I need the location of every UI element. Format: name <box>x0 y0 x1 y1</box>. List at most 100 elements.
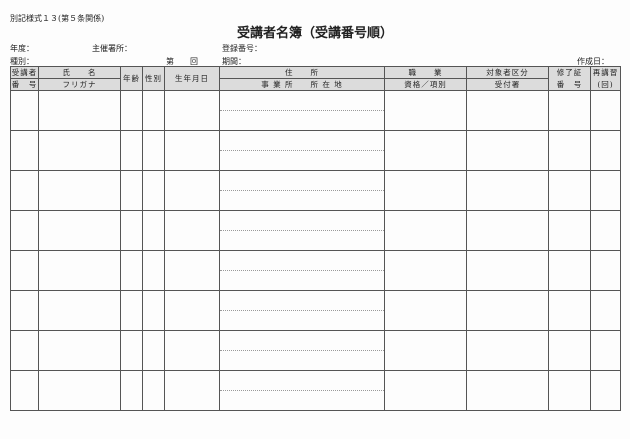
address-line[interactable] <box>220 331 384 351</box>
table-cell[interactable] <box>120 290 143 331</box>
table-cell[interactable] <box>590 210 621 251</box>
table-cell[interactable] <box>120 210 143 251</box>
table-cell[interactable] <box>10 210 39 251</box>
table-cell[interactable] <box>590 90 621 131</box>
table-cell[interactable] <box>219 370 385 411</box>
table-cell[interactable] <box>120 330 143 371</box>
office-address-line[interactable] <box>220 271 384 290</box>
table-cell[interactable] <box>548 130 591 171</box>
table-cell[interactable] <box>142 130 165 171</box>
table-cell[interactable] <box>10 330 39 371</box>
table-cell[interactable] <box>466 370 549 411</box>
address-line[interactable] <box>220 131 384 151</box>
table-cell[interactable] <box>219 290 385 331</box>
address-line[interactable] <box>220 91 384 111</box>
table-cell[interactable] <box>38 170 121 211</box>
address-line[interactable] <box>220 371 384 391</box>
table-cell[interactable] <box>548 250 591 291</box>
table-cell[interactable] <box>590 130 621 171</box>
office-address-line[interactable] <box>220 191 384 210</box>
table-cell[interactable] <box>219 130 385 171</box>
table-cell[interactable] <box>466 290 549 331</box>
table-cell[interactable] <box>10 370 39 411</box>
office-address-line[interactable] <box>220 231 384 250</box>
table-cell[interactable] <box>120 170 143 211</box>
header-sex: 性別 <box>142 66 165 91</box>
table-cell[interactable] <box>38 130 121 171</box>
table-cell[interactable] <box>164 170 220 211</box>
table-cell[interactable] <box>10 290 39 331</box>
table-cell[interactable] <box>142 250 165 291</box>
table-cell[interactable] <box>384 330 467 371</box>
table-cell[interactable] <box>384 250 467 291</box>
table-cell[interactable] <box>590 370 621 411</box>
address-line[interactable] <box>220 291 384 311</box>
table-cell[interactable] <box>466 170 549 211</box>
office-address-line[interactable] <box>220 351 384 370</box>
office-address-line[interactable] <box>220 111 384 130</box>
address-line[interactable] <box>220 171 384 191</box>
table-cell[interactable] <box>120 90 143 131</box>
table-cell[interactable] <box>219 210 385 251</box>
table-cell[interactable] <box>590 170 621 211</box>
table-cell[interactable] <box>548 90 591 131</box>
office-address-line[interactable] <box>220 151 384 170</box>
table-row <box>10 130 621 171</box>
table-cell[interactable] <box>10 170 39 211</box>
table-cell[interactable] <box>142 170 165 211</box>
table-cell[interactable] <box>120 130 143 171</box>
table-cell[interactable] <box>219 250 385 291</box>
table-cell[interactable] <box>384 370 467 411</box>
office-address-line[interactable] <box>220 311 384 330</box>
table-cell[interactable] <box>120 250 143 291</box>
table-cell[interactable] <box>164 250 220 291</box>
table-cell[interactable] <box>38 370 121 411</box>
address-line[interactable] <box>220 211 384 231</box>
table-cell[interactable] <box>466 210 549 251</box>
table-cell[interactable] <box>548 330 591 371</box>
table-cell[interactable] <box>384 210 467 251</box>
table-cell[interactable] <box>142 90 165 131</box>
table-cell[interactable] <box>384 170 467 211</box>
table-cell[interactable] <box>548 210 591 251</box>
table-cell[interactable] <box>38 210 121 251</box>
table-cell[interactable] <box>548 370 591 411</box>
table-cell[interactable] <box>38 250 121 291</box>
office-address-line[interactable] <box>220 391 384 410</box>
table-cell[interactable] <box>590 290 621 331</box>
table-cell[interactable] <box>10 90 39 131</box>
table-cell[interactable] <box>10 250 39 291</box>
table-cell[interactable] <box>164 90 220 131</box>
table-cell[interactable] <box>466 330 549 371</box>
table-cell[interactable] <box>164 370 220 411</box>
table-cell[interactable] <box>10 130 39 171</box>
table-cell[interactable] <box>164 330 220 371</box>
table-cell[interactable] <box>384 130 467 171</box>
table-cell[interactable] <box>548 290 591 331</box>
table-cell[interactable] <box>590 330 621 371</box>
table-cell[interactable] <box>164 290 220 331</box>
table-cell[interactable] <box>38 330 121 371</box>
table-cell[interactable] <box>120 370 143 411</box>
table-cell[interactable] <box>38 290 121 331</box>
table-cell[interactable] <box>466 90 549 131</box>
table-cell[interactable] <box>590 250 621 291</box>
table-cell[interactable] <box>38 90 121 131</box>
table-cell[interactable] <box>142 290 165 331</box>
table-cell[interactable] <box>219 90 385 131</box>
table-cell[interactable] <box>142 370 165 411</box>
table-cell[interactable] <box>466 250 549 291</box>
table-cell[interactable] <box>142 210 165 251</box>
table-cell[interactable] <box>466 130 549 171</box>
table-cell[interactable] <box>384 90 467 131</box>
table-cell[interactable] <box>219 170 385 211</box>
table-cell[interactable] <box>164 210 220 251</box>
header-office-recv: 受付署 <box>466 78 549 91</box>
table-cell[interactable] <box>164 130 220 171</box>
table-cell[interactable] <box>548 170 591 211</box>
type-label: 種別： <box>10 57 34 66</box>
address-line[interactable] <box>220 251 384 271</box>
table-cell[interactable] <box>219 330 385 371</box>
table-cell[interactable] <box>384 290 467 331</box>
table-cell[interactable] <box>142 330 165 371</box>
